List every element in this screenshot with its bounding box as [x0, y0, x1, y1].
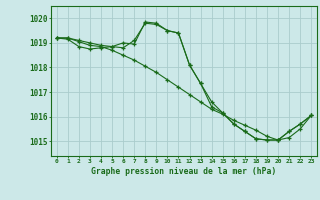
X-axis label: Graphe pression niveau de la mer (hPa): Graphe pression niveau de la mer (hPa)	[92, 167, 276, 176]
